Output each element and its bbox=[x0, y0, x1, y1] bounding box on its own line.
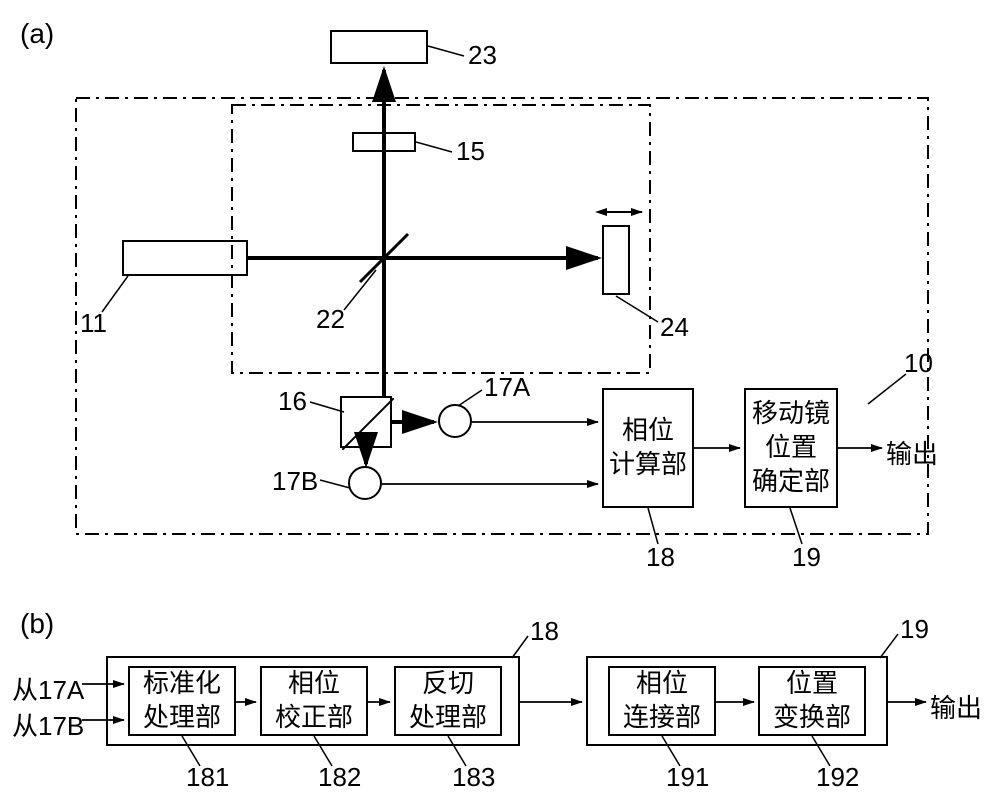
block-23 bbox=[330, 30, 428, 64]
num-18: 18 bbox=[646, 542, 675, 573]
block-15 bbox=[352, 132, 416, 152]
leader-17B bbox=[320, 480, 350, 488]
block-16 bbox=[340, 396, 392, 448]
mirror-pos-text: 移动镜 位置 确定部 bbox=[744, 388, 838, 508]
num-23: 23 bbox=[468, 40, 497, 71]
leader-17A bbox=[458, 390, 482, 406]
leader-23 bbox=[428, 46, 464, 56]
phase-calc-text: 相位 计算部 bbox=[602, 388, 694, 508]
from-17B-label: 从17B bbox=[12, 706, 84, 743]
block-182-text: 相位 校正部 bbox=[260, 666, 368, 736]
block-191-text: 相位 连接部 bbox=[608, 666, 716, 736]
num-181: 181 bbox=[186, 762, 229, 793]
leader-24 bbox=[616, 296, 658, 322]
num-192: 192 bbox=[816, 762, 859, 793]
detector-17B bbox=[348, 466, 382, 500]
leader-16 bbox=[310, 402, 344, 412]
leader-19 bbox=[790, 508, 802, 544]
block-11 bbox=[122, 240, 248, 276]
num-b18: 18 bbox=[530, 616, 559, 647]
num-22: 22 bbox=[316, 304, 345, 335]
detector-17A bbox=[438, 404, 472, 438]
interferometer-boundary bbox=[232, 105, 650, 373]
num-183: 183 bbox=[452, 762, 495, 793]
num-19: 19 bbox=[792, 542, 821, 573]
num-16: 16 bbox=[278, 386, 307, 417]
block-181-text: 标准化 处理部 bbox=[128, 666, 236, 736]
num-10: 10 bbox=[904, 348, 933, 379]
num-191: 191 bbox=[666, 762, 709, 793]
block-24 bbox=[602, 225, 630, 295]
num-24: 24 bbox=[660, 312, 689, 343]
num-182: 182 bbox=[318, 762, 361, 793]
leader-15 bbox=[416, 142, 452, 152]
output-a-label: 输出 bbox=[886, 434, 938, 471]
num-15: 15 bbox=[456, 136, 485, 167]
block-183-text: 反切 处理部 bbox=[394, 666, 502, 736]
num-b19: 19 bbox=[900, 614, 929, 645]
leader-b18 bbox=[512, 636, 528, 658]
num-17A: 17A bbox=[484, 372, 530, 403]
leader-11 bbox=[102, 276, 128, 312]
leader-10 bbox=[868, 374, 906, 404]
num-11: 11 bbox=[80, 308, 107, 339]
block-192-text: 位置 变换部 bbox=[758, 666, 866, 736]
panel-b-label: (b) bbox=[20, 608, 54, 640]
output-b-label: 输出 bbox=[930, 688, 982, 725]
num-17B: 17B bbox=[272, 466, 318, 497]
panel-a-label: (a) bbox=[20, 18, 54, 50]
from-17A-label: 从17A bbox=[12, 670, 84, 707]
leader-b19 bbox=[880, 634, 898, 658]
leader-22 bbox=[344, 270, 376, 310]
leader-18 bbox=[648, 508, 658, 544]
